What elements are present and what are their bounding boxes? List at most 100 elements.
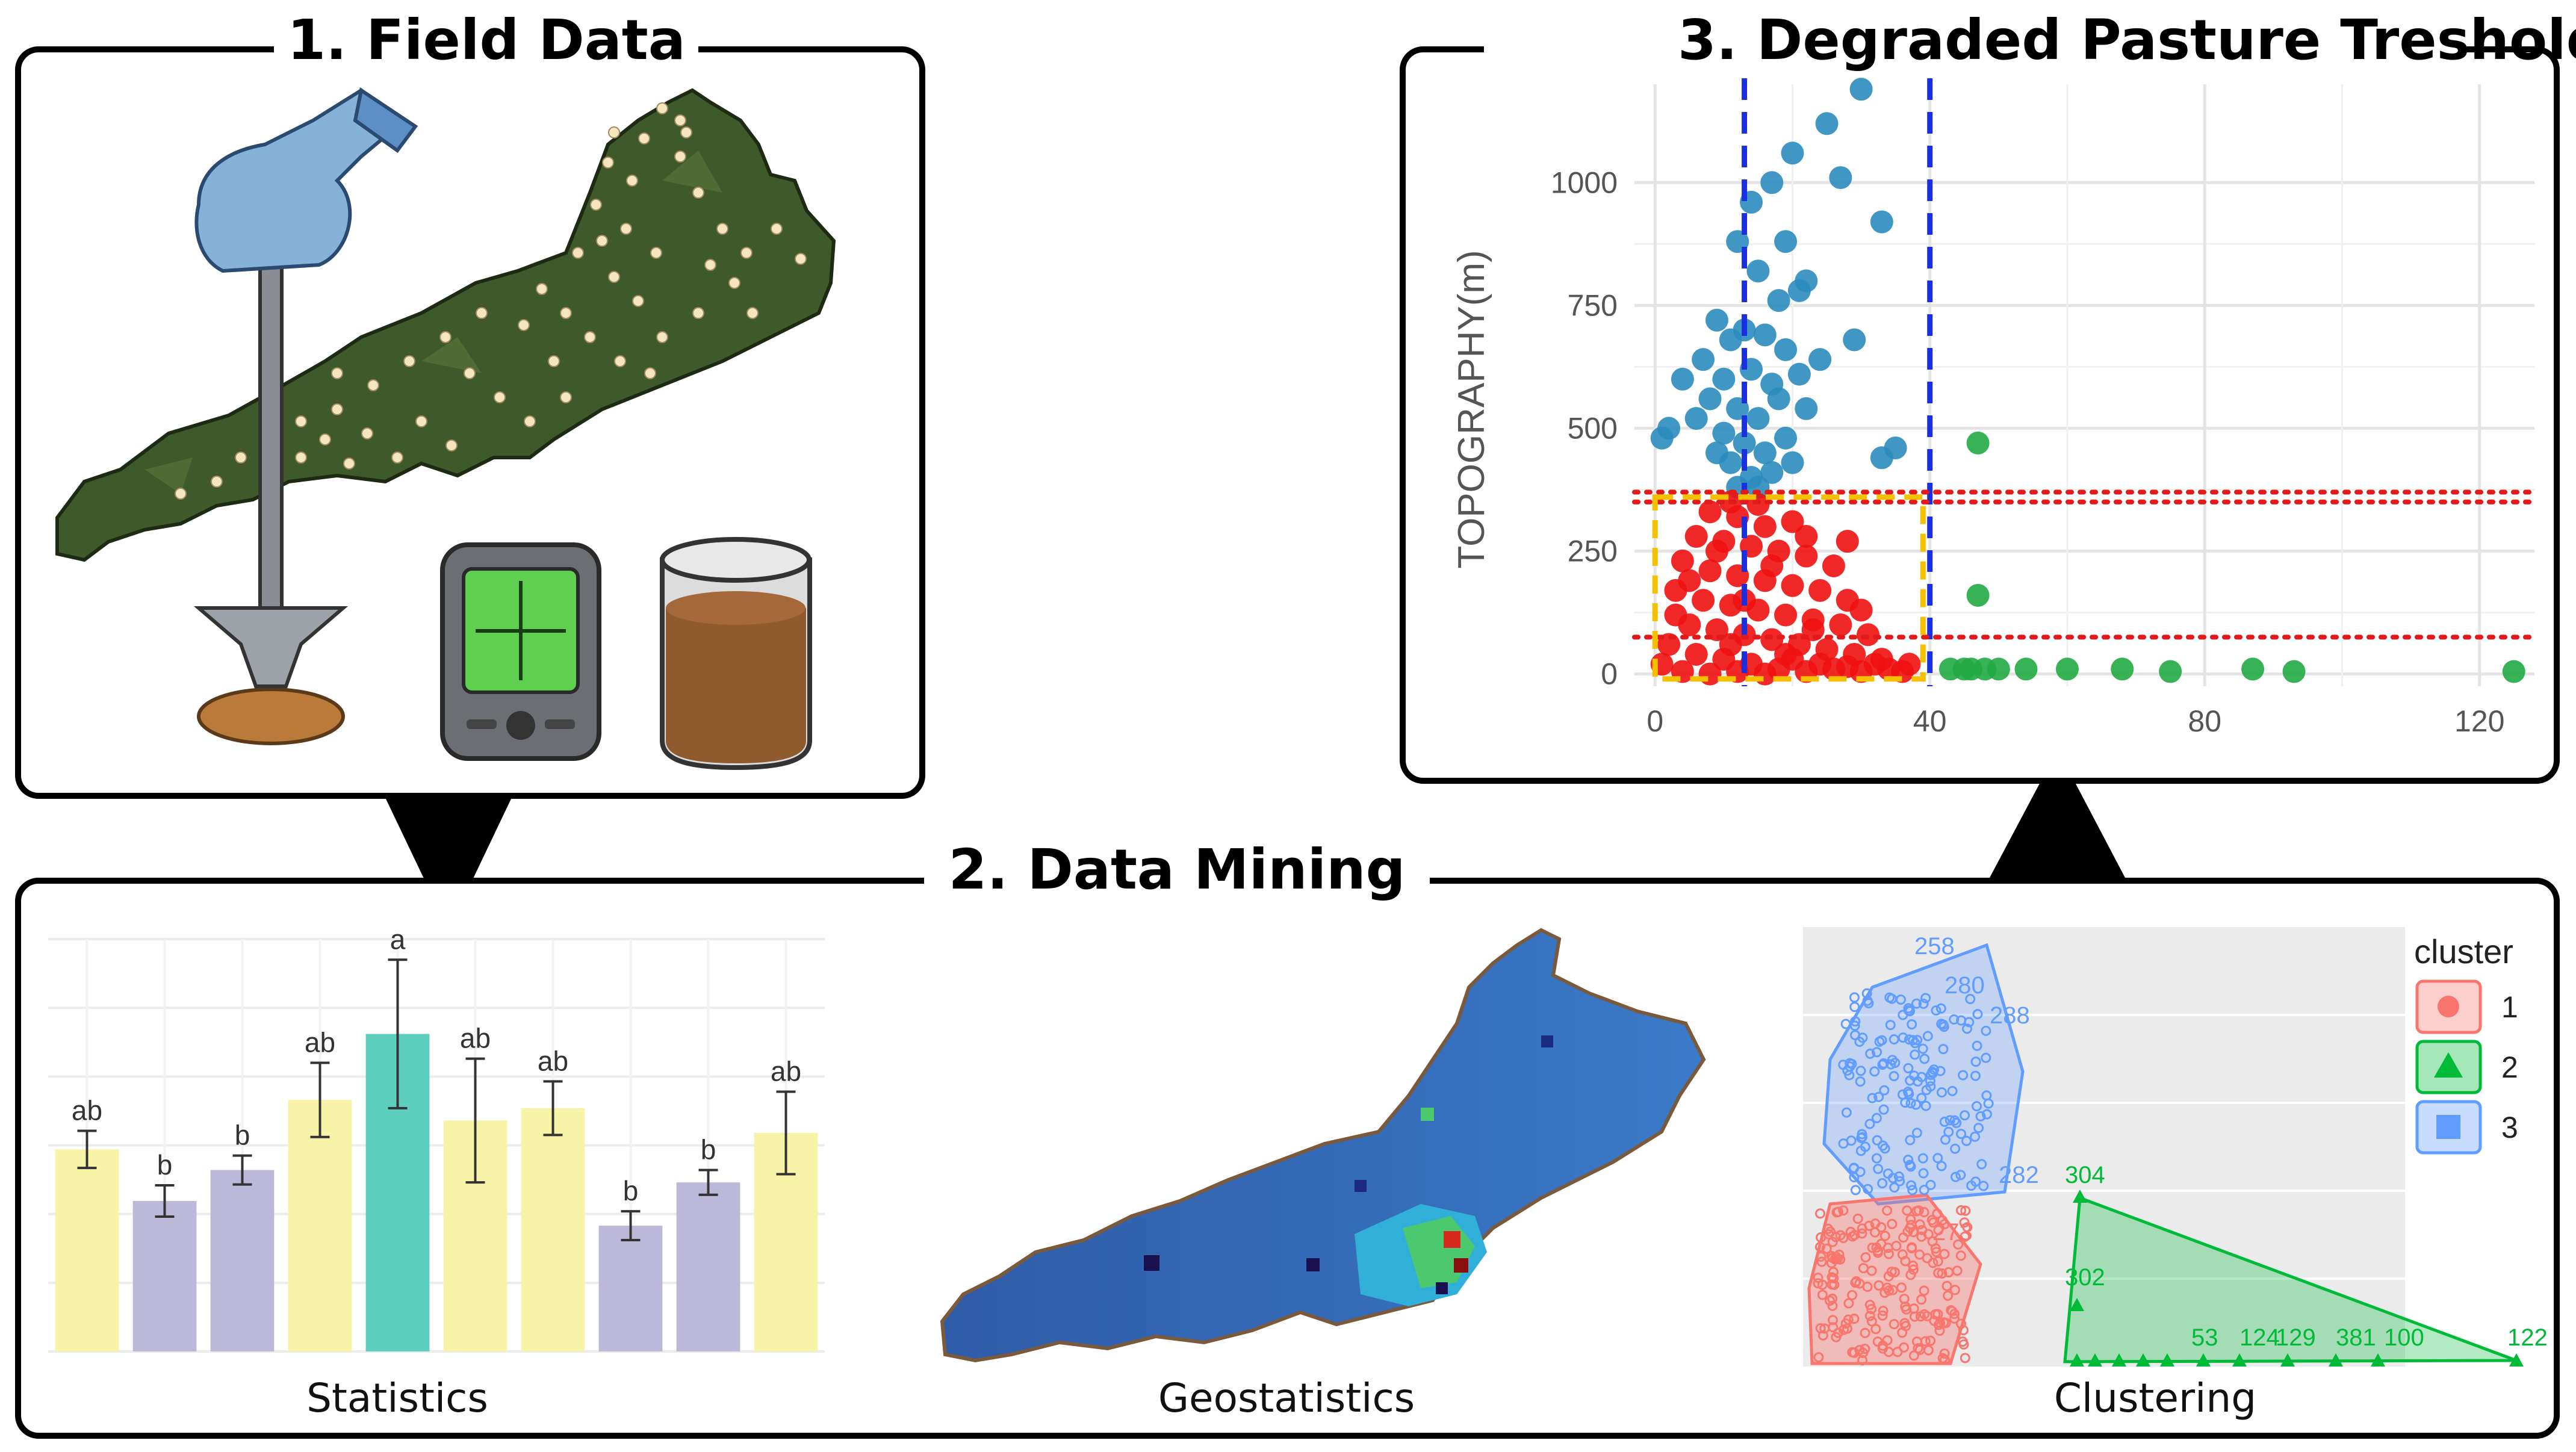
scatter-point bbox=[1698, 662, 1722, 686]
cluster-3-point bbox=[1981, 1052, 1991, 1063]
scatter-point bbox=[1712, 367, 1736, 391]
geostatistics-map bbox=[940, 928, 1706, 1363]
cluster-3-point bbox=[1918, 1168, 1929, 1179]
cluster-1-point bbox=[1932, 1208, 1943, 1219]
scatter-point bbox=[1829, 613, 1852, 636]
scatter-point bbox=[1705, 441, 1728, 465]
cluster-3-point bbox=[1929, 1064, 1940, 1075]
cluster-2-point bbox=[2371, 1353, 2385, 1367]
cluster-3-point bbox=[1970, 1176, 1981, 1187]
thresholds-title: 3. Degraded Pasture Tresholds bbox=[1678, 8, 2576, 72]
cluster-1-point bbox=[1916, 1294, 1927, 1305]
cluster-3-point bbox=[1955, 1170, 1966, 1181]
scatter-point bbox=[1774, 426, 1798, 450]
cluster-1-point bbox=[1905, 1270, 1916, 1280]
bar bbox=[521, 1108, 585, 1351]
scatter-point bbox=[1760, 628, 1784, 651]
significance-letter: ab bbox=[771, 1055, 801, 1087]
cluster-3-point bbox=[1849, 992, 1860, 1003]
cluster-2-point bbox=[2070, 1298, 2084, 1311]
x-tick-label: 120 bbox=[2454, 704, 2504, 738]
cluster-1-point bbox=[1860, 1327, 1870, 1338]
gps-device-icon bbox=[440, 542, 601, 761]
cluster-3-point bbox=[1911, 998, 1922, 1009]
scatter-point bbox=[1678, 569, 1701, 592]
cluster-3-point bbox=[1920, 993, 1931, 1004]
scatter-point bbox=[1787, 279, 1811, 302]
scatter-point bbox=[1870, 446, 1893, 470]
cluster-2-point bbox=[2112, 1353, 2126, 1367]
cluster-3-point bbox=[1949, 1115, 1960, 1126]
cluster-3-point bbox=[1970, 1070, 1981, 1081]
cluster-1-point bbox=[1927, 1236, 1938, 1247]
cluster-1-point bbox=[1955, 1250, 1966, 1261]
cluster-1-point bbox=[1882, 1205, 1893, 1216]
scatter-point bbox=[1836, 655, 1859, 678]
cluster-1-point bbox=[1849, 1314, 1860, 1324]
cluster-1-point bbox=[1939, 1354, 1950, 1365]
scatter-point bbox=[2014, 657, 2038, 681]
cluster-2-point bbox=[2070, 1353, 2084, 1367]
cluster-1-point bbox=[1900, 1256, 1911, 1267]
cluster-1-point bbox=[1956, 1318, 1967, 1329]
cluster-1-point bbox=[1857, 1228, 1867, 1239]
cluster-3-point bbox=[1970, 1131, 1981, 1142]
cluster-1-point bbox=[1937, 1268, 1948, 1279]
cluster-1-point bbox=[1958, 1339, 1969, 1350]
scatter-point bbox=[1698, 559, 1722, 583]
cluster-3-point bbox=[1925, 1076, 1935, 1087]
cluster-1-point bbox=[1908, 1350, 1919, 1361]
cluster-3-point bbox=[1935, 1003, 1946, 1014]
cluster-3-point bbox=[1849, 1020, 1860, 1031]
significance-letter: ab bbox=[305, 1027, 335, 1058]
scatter-point bbox=[1774, 642, 1798, 666]
cluster-1-point bbox=[1883, 1347, 1894, 1357]
scatter-point bbox=[1746, 476, 1770, 499]
cluster-3-point bbox=[1850, 1185, 1861, 1196]
cluster-1-point bbox=[1946, 1305, 1957, 1315]
legend-triangle-marker bbox=[2434, 1052, 2463, 1078]
cluster-3-point bbox=[1981, 1025, 1991, 1036]
scatter-point bbox=[1815, 112, 1839, 135]
significance-letter: b bbox=[701, 1134, 716, 1165]
cluster-3-point bbox=[1922, 1031, 1933, 1041]
cluster-1-point bbox=[1900, 1301, 1911, 1312]
cluster-point-label: 282 bbox=[1999, 1162, 2039, 1188]
cluster-1-point bbox=[1960, 1231, 1970, 1242]
scatter-point bbox=[1774, 603, 1798, 627]
x-tick-label: 80 bbox=[2188, 704, 2221, 738]
scatter-point bbox=[1863, 653, 1887, 676]
cluster-1-point bbox=[1843, 1298, 1854, 1309]
cluster-3-point bbox=[1869, 1066, 1880, 1077]
cluster-3-point bbox=[1855, 1066, 1866, 1076]
scatter-point bbox=[1767, 387, 1790, 411]
arrow-down-to-data-mining bbox=[385, 798, 512, 930]
cluster-point-label: 304 bbox=[2065, 1162, 2105, 1188]
cluster-3-point bbox=[1920, 1100, 1931, 1111]
cluster-3-point bbox=[1877, 1178, 1888, 1189]
cluster-1-point bbox=[1828, 1315, 1839, 1326]
scatter-point bbox=[1774, 230, 1798, 253]
cluster-3-point bbox=[1861, 988, 1872, 999]
cluster-3-point bbox=[1877, 1060, 1888, 1070]
topography-scatter-plot: 0 250 500 750 1000 0 40 80 120 TOPOGRAPHY(m) bbox=[1451, 78, 2537, 738]
cluster-3-point bbox=[1895, 1176, 1905, 1187]
cluster-3-point bbox=[1973, 1123, 1984, 1134]
cluster-1-point bbox=[1913, 1205, 1924, 1216]
scatter-point bbox=[1753, 662, 1777, 686]
cluster-1-point bbox=[1827, 1293, 1838, 1304]
cluster-2-point bbox=[2196, 1353, 2211, 1367]
cluster-1-point bbox=[1813, 1278, 1823, 1289]
cluster-3-point bbox=[1975, 1111, 1986, 1122]
cluster-3-point bbox=[1896, 994, 1907, 1005]
cluster-1-point bbox=[1813, 1273, 1823, 1283]
cluster-1-point bbox=[1847, 1289, 1858, 1300]
cluster-1-point bbox=[1826, 1272, 1837, 1283]
cluster-1-point bbox=[1835, 1230, 1846, 1241]
cluster-1-point bbox=[1866, 1265, 1877, 1276]
cluster-1-point bbox=[1817, 1289, 1828, 1300]
cluster-1-point bbox=[1934, 1325, 1945, 1336]
cluster-2-point bbox=[2329, 1353, 2343, 1367]
cluster-1-point bbox=[1827, 1252, 1838, 1263]
